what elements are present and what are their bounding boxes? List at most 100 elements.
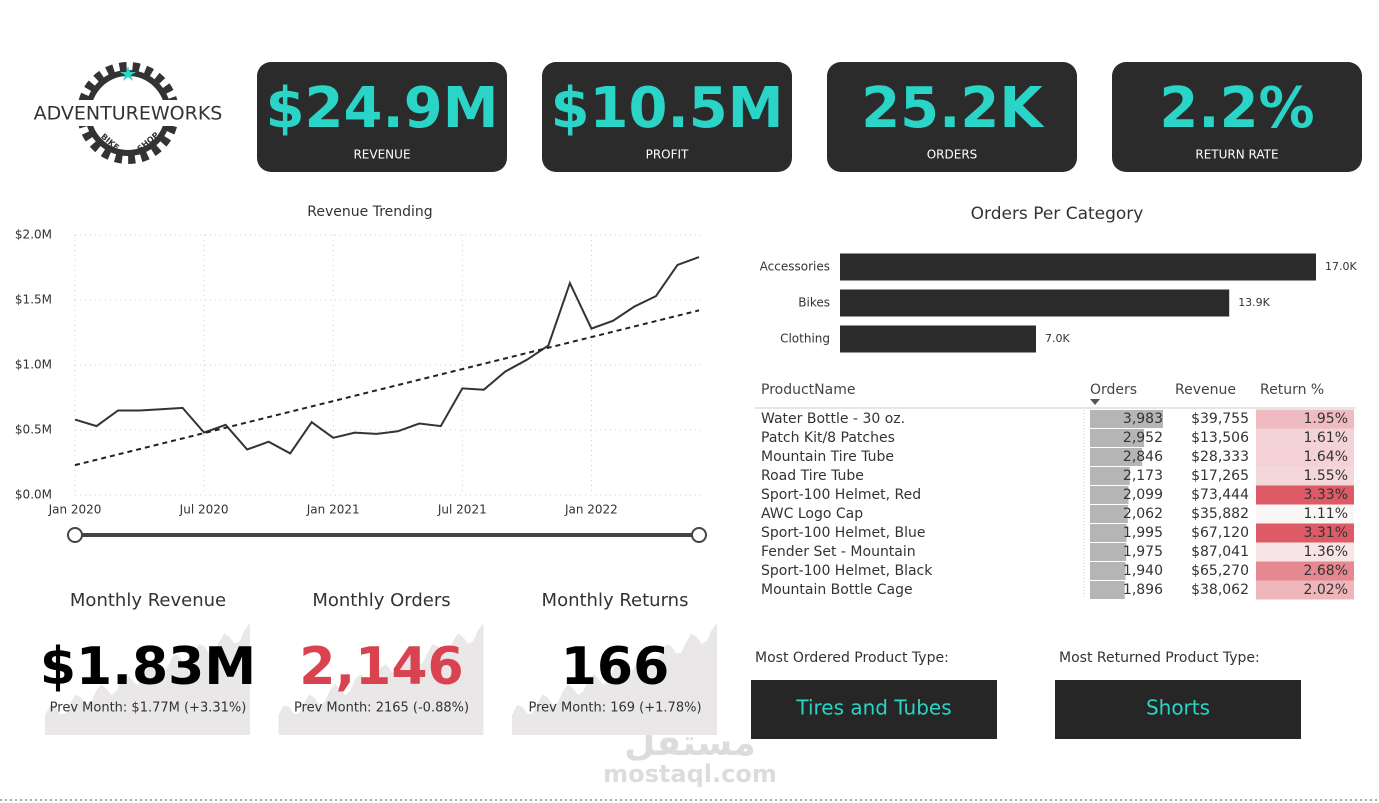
- orders-cell: 2,846: [1123, 449, 1163, 465]
- kpi-label: RETURN RATE: [1195, 148, 1278, 162]
- y-tick-label: $2.0M: [15, 228, 52, 242]
- revenue-cell: $87,041: [1191, 544, 1249, 560]
- orders-databar: [1090, 524, 1127, 542]
- orders-databar: [1090, 486, 1129, 504]
- x-tick-label: Jan 2022: [564, 503, 618, 517]
- return-label: 1.11%: [1304, 506, 1348, 522]
- orders-databar: [1090, 467, 1130, 485]
- return-cell: [1256, 580, 1354, 600]
- column-header: ProductName: [761, 382, 855, 398]
- revenue-cell: $65,270: [1191, 563, 1249, 579]
- return-label: 3.33%: [1304, 487, 1348, 503]
- orders-databar: [1090, 448, 1143, 466]
- monthly-title: Monthly Revenue: [70, 590, 226, 611]
- orders-databar: [1090, 581, 1125, 599]
- slider-handle: [67, 527, 83, 543]
- trend-line: [74, 309, 700, 467]
- value-label: 17.0K: [1325, 260, 1357, 273]
- orders-cell: 2,062: [1123, 506, 1163, 522]
- y-tick-label: $1.0M: [15, 358, 52, 372]
- monthly-prev: Prev Month: 169 (+1.78%): [528, 701, 701, 716]
- product-type-box: [1055, 680, 1301, 739]
- monthly-value: 2,146: [299, 637, 463, 697]
- x-tick-label: Jan 2020: [48, 503, 102, 517]
- kpi-label: ORDERS: [927, 148, 978, 162]
- sort-indicator: [1090, 399, 1100, 405]
- orders-databar: [1090, 505, 1128, 523]
- return-cell: [1256, 561, 1354, 581]
- product-name: Mountain Tire Tube: [761, 449, 894, 465]
- monthly-prev: Prev Month: 2165 (-0.88%): [294, 701, 469, 716]
- product-name: Fender Set - Mountain: [761, 544, 916, 560]
- product-name: Sport-100 Helmet, Blue: [761, 525, 925, 541]
- orders-cell: 2,952: [1123, 430, 1163, 446]
- return-label: 2.02%: [1304, 582, 1348, 598]
- product-name: Road Tire Tube: [761, 468, 864, 484]
- y-tick-label: $1.5M: [15, 293, 52, 307]
- product-name: Sport-100 Helmet, Red: [761, 487, 921, 503]
- x-tick-label: Jul 2021: [437, 503, 487, 517]
- orders-cell: 2,099: [1123, 487, 1163, 503]
- orders-databar: [1090, 543, 1127, 561]
- chart-title: Revenue Trending: [307, 204, 432, 220]
- chart-title: Orders Per Category: [971, 204, 1144, 224]
- logo: ADVENTUREWORKS BIKE SHOP: [34, 62, 224, 164]
- column-header: Return %: [1260, 382, 1324, 398]
- watermark-latin: mostaql.com: [603, 760, 777, 788]
- orders-cell: 3,983: [1123, 411, 1163, 427]
- revenue-cell: $73,444: [1191, 487, 1249, 503]
- x-tick-label: Jan 2021: [306, 503, 360, 517]
- column-header: Orders: [1090, 382, 1137, 398]
- bar: [840, 289, 1230, 317]
- column-header: Revenue: [1175, 382, 1236, 398]
- bar: [840, 325, 1036, 353]
- orders-databar: [1090, 410, 1163, 428]
- orders-cell: 2,173: [1123, 468, 1163, 484]
- revenue-line: [74, 256, 700, 455]
- kpi-card: [542, 62, 792, 172]
- kpi-label: PROFIT: [646, 148, 689, 162]
- revenue-cell: $17,265: [1191, 468, 1249, 484]
- revenue-cell: $13,506: [1191, 430, 1249, 446]
- value-label: 13.9K: [1238, 296, 1270, 309]
- orders-databar: [1090, 429, 1145, 447]
- kpi-value: $10.5M: [551, 76, 784, 141]
- return-label: 1.36%: [1304, 544, 1348, 560]
- return-cell: [1256, 504, 1354, 524]
- slider-handle: [691, 527, 707, 543]
- return-label: 1.61%: [1304, 430, 1348, 446]
- kpi-card: [1112, 62, 1362, 172]
- return-cell: [1256, 466, 1354, 486]
- orders-cell: 1,975: [1123, 544, 1163, 560]
- monthly-value: $1.83M: [40, 637, 256, 697]
- product-type-label: Most Returned Product Type:: [1059, 650, 1260, 666]
- bar: [840, 253, 1316, 281]
- product-name: AWC Logo Cap: [761, 506, 863, 522]
- return-label: 1.55%: [1304, 468, 1348, 484]
- revenue-cell: $28,333: [1191, 449, 1249, 465]
- kpi-value: 2.2%: [1159, 76, 1314, 141]
- return-cell: [1256, 428, 1354, 448]
- y-tick-label: $0.0M: [15, 488, 52, 502]
- return-label: 2.68%: [1304, 563, 1348, 579]
- revenue-cell: $67,120: [1191, 525, 1249, 541]
- return-cell: [1256, 409, 1354, 429]
- sparkline-area: [278, 618, 484, 735]
- kpi-card: [257, 62, 507, 172]
- logo-text: ADVENTUREWORKS: [34, 103, 223, 125]
- category-label: Clothing: [780, 332, 830, 346]
- product-type-label: Most Ordered Product Type:: [755, 650, 949, 666]
- product-name: Sport-100 Helmet, Black: [761, 563, 933, 579]
- x-tick-label: Jul 2020: [179, 503, 229, 517]
- return-label: 3.31%: [1304, 525, 1348, 541]
- product-type-value: Tires and Tubes: [795, 696, 951, 720]
- orders-cell: 1,995: [1123, 525, 1163, 541]
- y-tick-label: $0.5M: [15, 423, 52, 437]
- orders-databar: [1090, 562, 1126, 580]
- logo-band: [34, 100, 224, 126]
- return-cell: [1256, 523, 1354, 543]
- revenue-cell: $35,882: [1191, 506, 1249, 522]
- monthly-title: Monthly Returns: [542, 590, 689, 611]
- sparkline-area: [45, 618, 250, 735]
